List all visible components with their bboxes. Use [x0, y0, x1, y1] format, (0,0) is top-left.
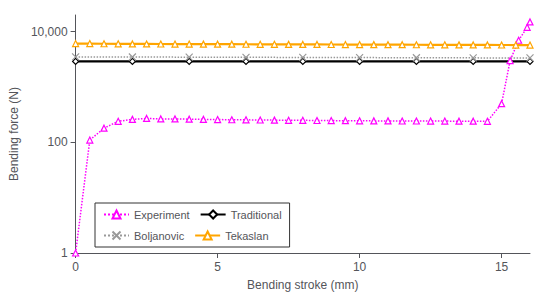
svg-text:10: 10: [353, 260, 367, 274]
svg-text:Traditional: Traditional: [231, 209, 282, 221]
svg-text:Experiment: Experiment: [134, 209, 190, 221]
svg-text:10,000: 10,000: [31, 25, 68, 39]
svg-text:0: 0: [72, 260, 79, 274]
svg-text:5: 5: [214, 260, 221, 274]
svg-text:Boljanovic: Boljanovic: [134, 230, 185, 242]
svg-text:Tekaslan: Tekaslan: [225, 230, 268, 242]
svg-text:1: 1: [61, 246, 68, 260]
svg-text:100: 100: [48, 135, 68, 149]
svg-text:Bending stroke (mm): Bending stroke (mm): [247, 278, 358, 292]
svg-text:15: 15: [495, 260, 509, 274]
svg-text:Bending force (N): Bending force (N): [7, 87, 21, 181]
